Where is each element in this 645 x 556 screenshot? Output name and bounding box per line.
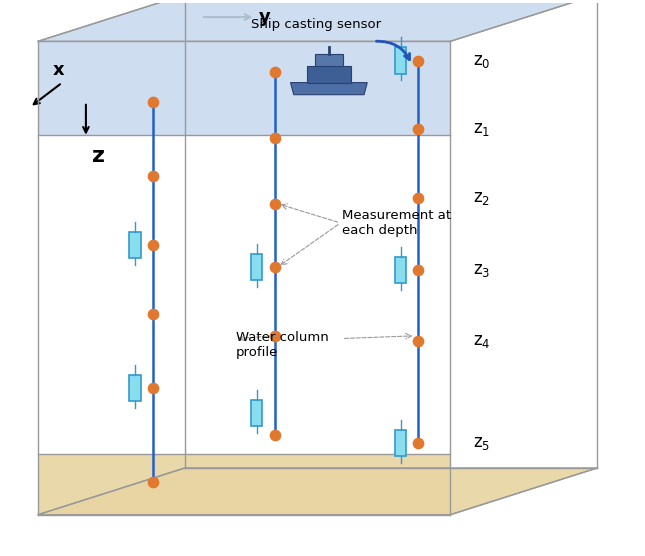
Text: Measurement at
each depth: Measurement at each depth [342, 209, 451, 237]
Polygon shape [38, 135, 450, 454]
Text: y: y [259, 8, 270, 26]
Point [413, 439, 424, 448]
Point [413, 193, 424, 202]
Point [413, 265, 424, 274]
Polygon shape [38, 0, 597, 41]
Point [270, 133, 280, 142]
Point [148, 384, 158, 393]
Point [413, 125, 424, 134]
FancyBboxPatch shape [395, 430, 406, 456]
Text: z: z [92, 146, 105, 166]
Point [270, 430, 280, 439]
Polygon shape [38, 468, 597, 515]
FancyBboxPatch shape [395, 256, 406, 283]
Text: Ship casting sensor: Ship casting sensor [251, 18, 381, 31]
Text: $\mathregular{z_4}$: $\mathregular{z_4}$ [473, 332, 490, 350]
Polygon shape [38, 41, 450, 515]
Text: $\mathregular{z_3}$: $\mathregular{z_3}$ [473, 261, 490, 279]
Point [148, 97, 158, 106]
Point [148, 172, 158, 181]
FancyBboxPatch shape [130, 375, 141, 401]
Point [148, 241, 158, 250]
Point [270, 199, 280, 208]
Point [148, 309, 158, 318]
Text: Water column
profile: Water column profile [236, 331, 329, 359]
Point [270, 331, 280, 340]
Point [270, 67, 280, 76]
FancyBboxPatch shape [251, 254, 263, 280]
FancyBboxPatch shape [315, 54, 343, 66]
Point [413, 337, 424, 346]
Text: $\mathregular{z_5}$: $\mathregular{z_5}$ [473, 434, 490, 452]
Text: $\mathregular{z_0}$: $\mathregular{z_0}$ [473, 52, 490, 70]
Text: $\mathregular{z_2}$: $\mathregular{z_2}$ [473, 189, 490, 207]
Polygon shape [38, 454, 450, 515]
FancyBboxPatch shape [395, 47, 406, 74]
Point [148, 477, 158, 486]
FancyBboxPatch shape [306, 66, 352, 83]
FancyBboxPatch shape [130, 232, 141, 258]
Text: x: x [53, 61, 64, 79]
Polygon shape [290, 83, 367, 95]
Point [270, 262, 280, 271]
Point [413, 56, 424, 65]
Polygon shape [38, 41, 450, 135]
Text: $\mathregular{z_1}$: $\mathregular{z_1}$ [473, 121, 490, 138]
FancyBboxPatch shape [251, 400, 263, 426]
